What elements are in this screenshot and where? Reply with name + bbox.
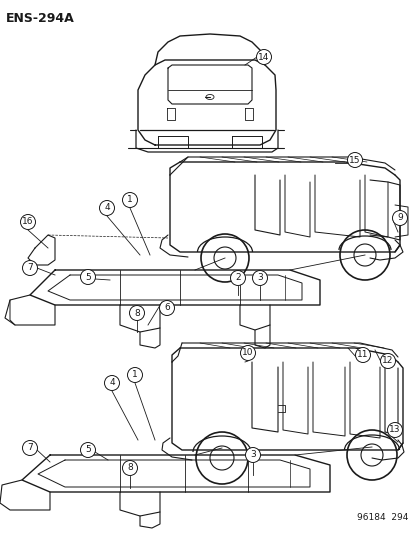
Text: 2: 2 bbox=[235, 273, 240, 282]
Text: 14: 14 bbox=[258, 52, 269, 61]
Circle shape bbox=[22, 440, 38, 456]
Text: 4: 4 bbox=[104, 204, 109, 213]
Circle shape bbox=[104, 376, 119, 391]
Text: 15: 15 bbox=[349, 156, 360, 165]
Text: 12: 12 bbox=[381, 357, 393, 366]
Text: 7: 7 bbox=[27, 263, 33, 272]
Text: 13: 13 bbox=[388, 425, 400, 434]
Text: 96184  294: 96184 294 bbox=[356, 513, 407, 522]
Circle shape bbox=[159, 301, 174, 316]
Text: 7: 7 bbox=[27, 443, 33, 453]
Circle shape bbox=[80, 442, 95, 457]
Circle shape bbox=[80, 270, 95, 285]
Circle shape bbox=[380, 353, 394, 368]
Circle shape bbox=[21, 214, 36, 230]
Text: 5: 5 bbox=[85, 272, 91, 281]
Circle shape bbox=[387, 423, 401, 438]
Text: 11: 11 bbox=[356, 351, 368, 359]
Circle shape bbox=[22, 261, 38, 276]
Text: ENS-294A: ENS-294A bbox=[6, 12, 75, 25]
Text: 8: 8 bbox=[127, 464, 133, 472]
Text: 8: 8 bbox=[134, 309, 140, 318]
Text: 16: 16 bbox=[22, 217, 34, 227]
Circle shape bbox=[245, 448, 260, 463]
Circle shape bbox=[99, 200, 114, 215]
Circle shape bbox=[256, 50, 271, 64]
Text: 5: 5 bbox=[85, 446, 91, 455]
Circle shape bbox=[230, 271, 245, 286]
Text: 1: 1 bbox=[127, 196, 133, 205]
Text: 1: 1 bbox=[132, 370, 138, 379]
Circle shape bbox=[129, 305, 144, 320]
Circle shape bbox=[252, 271, 267, 286]
Text: 4: 4 bbox=[109, 378, 114, 387]
Text: 3: 3 bbox=[249, 450, 255, 459]
Text: 10: 10 bbox=[242, 349, 253, 358]
Circle shape bbox=[127, 367, 142, 383]
Text: 6: 6 bbox=[164, 303, 169, 312]
Text: 3: 3 bbox=[256, 273, 262, 282]
Circle shape bbox=[240, 345, 255, 360]
Circle shape bbox=[392, 211, 406, 225]
Circle shape bbox=[122, 192, 137, 207]
Circle shape bbox=[355, 348, 370, 362]
Text: 9: 9 bbox=[396, 214, 402, 222]
Circle shape bbox=[347, 152, 362, 167]
Circle shape bbox=[122, 461, 137, 475]
